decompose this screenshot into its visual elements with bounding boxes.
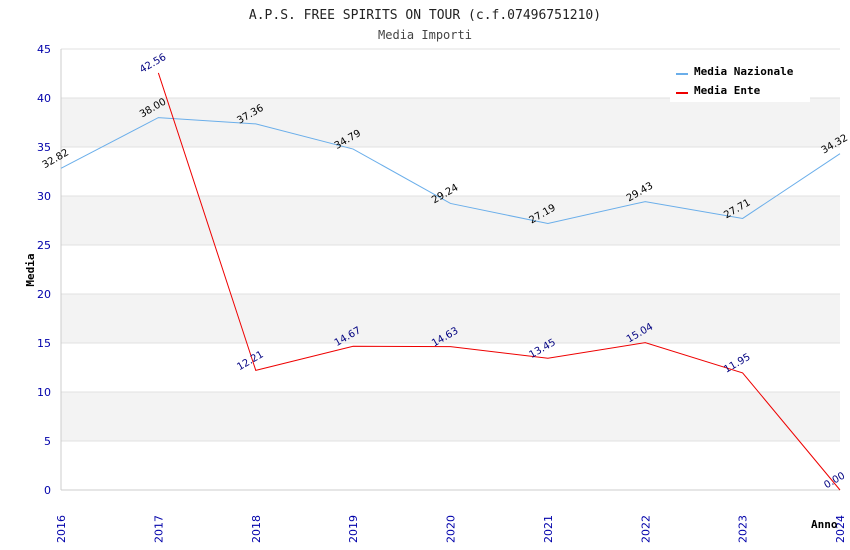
x-tick-label: 2016 xyxy=(55,515,68,543)
series-lines xyxy=(60,72,841,491)
legend-label-nazionale: Media Nazionale xyxy=(694,65,794,78)
x-tick-label: 2022 xyxy=(639,515,652,543)
y-tick-label: 25 xyxy=(37,239,51,252)
x-tick-label: 2018 xyxy=(250,515,263,543)
x-tick-label: 2024 xyxy=(834,515,847,543)
legend-box xyxy=(670,58,810,102)
grid-band xyxy=(61,441,840,490)
y-tick-label: 45 xyxy=(37,43,51,56)
y-tick-label: 35 xyxy=(37,141,51,154)
grid-band xyxy=(61,294,840,343)
grid-lines xyxy=(61,48,840,491)
series-line-nazionale xyxy=(60,117,841,225)
y-tick-label: 5 xyxy=(44,435,51,448)
x-ticks: 2016 2017 2018 2019 2020 2021 2022 2023 2024 xyxy=(55,515,847,543)
y-tick-label: 15 xyxy=(37,337,51,350)
y-tick-label: 0 xyxy=(44,484,51,497)
series-line-ente xyxy=(157,72,841,491)
grid-band xyxy=(61,196,840,245)
x-tick-label: 2017 xyxy=(152,515,165,543)
y-ticks: 0 5 10 15 20 25 30 35 40 45 xyxy=(37,43,51,497)
y-axis-label: Media xyxy=(24,253,37,286)
grid-band xyxy=(61,245,840,294)
y-tick-label: 40 xyxy=(37,92,51,105)
grid-bands xyxy=(61,49,840,490)
grid-band xyxy=(61,392,840,441)
chart-subtitle: Media Importi xyxy=(378,28,472,42)
y-tick-label: 30 xyxy=(37,190,51,203)
x-tick-label: 2021 xyxy=(542,515,555,543)
x-axis-label: Anno xyxy=(811,518,838,531)
x-tick-label: 2020 xyxy=(445,515,458,543)
x-tick-label: 2023 xyxy=(737,515,750,543)
chart-title: A.P.S. FREE SPIRITS ON TOUR (c.f.0749675… xyxy=(249,8,601,23)
y-tick-label: 10 xyxy=(37,386,51,399)
grid-band xyxy=(61,98,840,147)
grid-band xyxy=(61,343,840,392)
legend-label-ente: Media Ente xyxy=(694,84,761,97)
x-tick-label: 2019 xyxy=(347,515,360,543)
legend: Media Nazionale Media Ente xyxy=(670,58,810,102)
y-tick-label: 20 xyxy=(37,288,51,301)
